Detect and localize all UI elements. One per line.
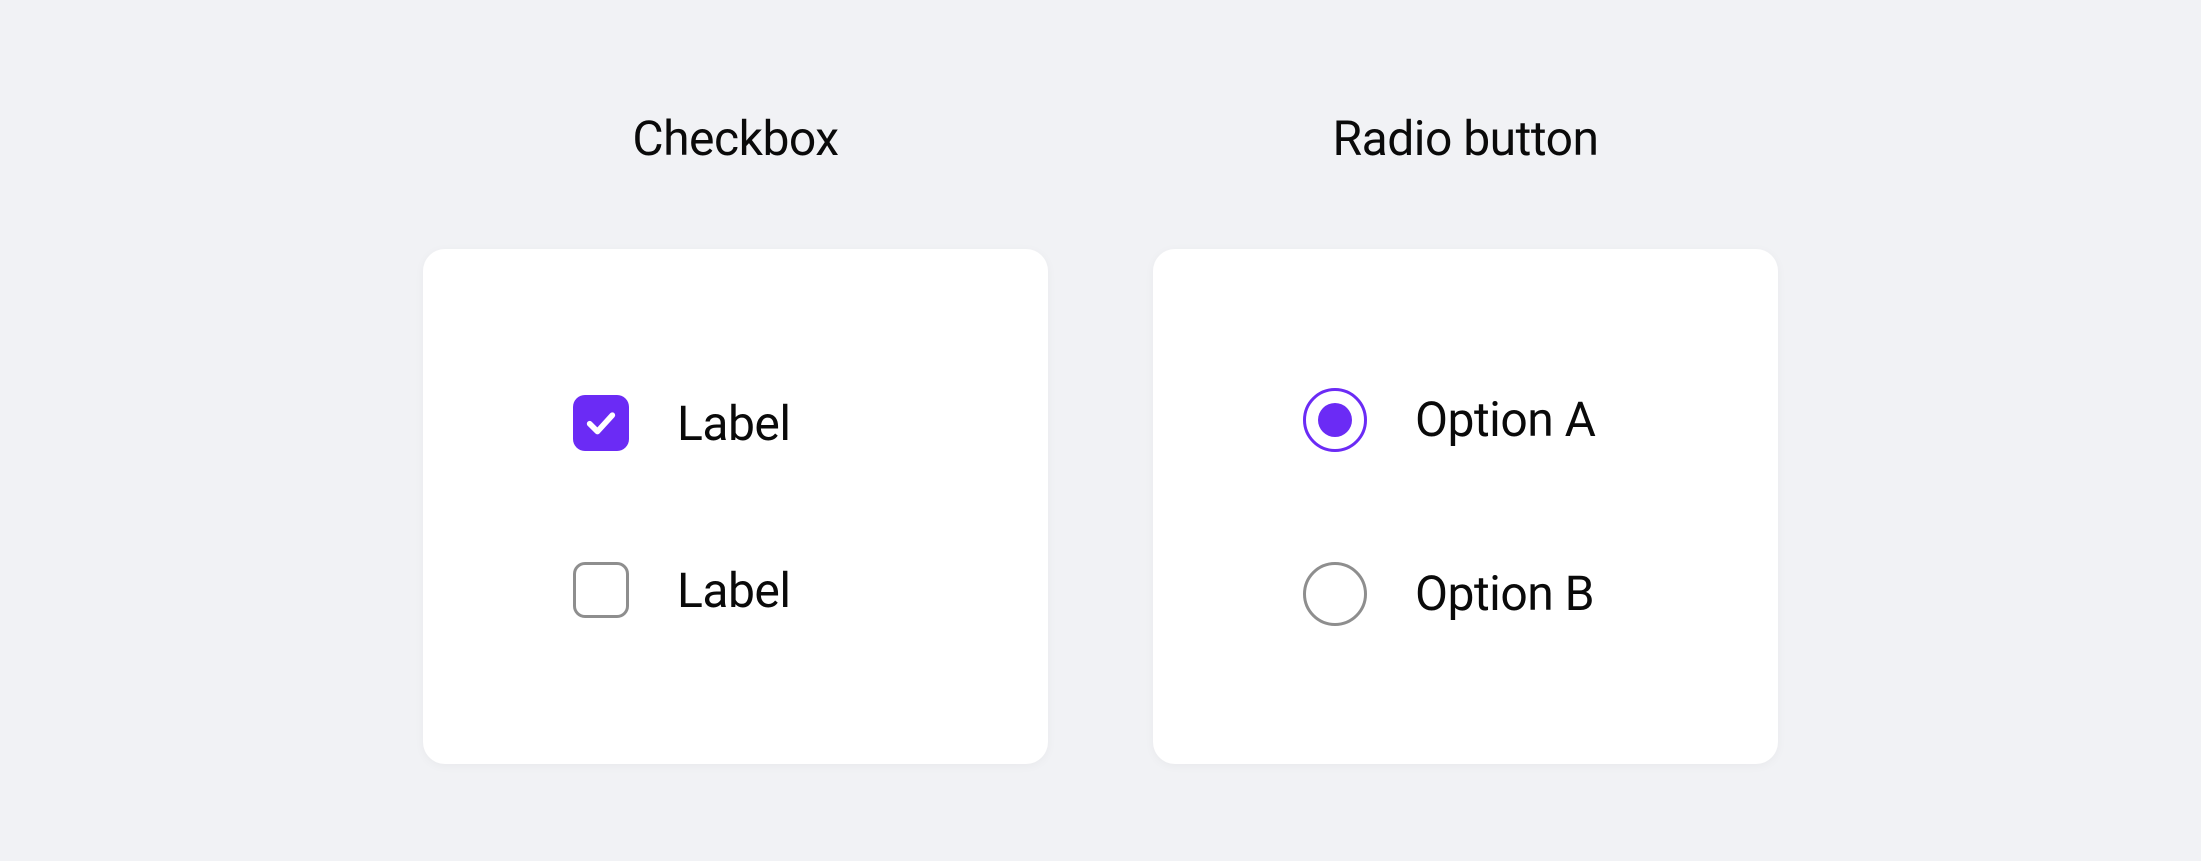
checkbox-input-checked[interactable] bbox=[573, 395, 629, 451]
radio-section: Radio button Option A Option B bbox=[1153, 110, 1778, 764]
checkbox-row-2[interactable]: Label bbox=[573, 562, 1048, 619]
checkbox-row-1[interactable]: Label bbox=[573, 395, 1048, 452]
radio-input-unselected[interactable] bbox=[1303, 562, 1367, 626]
ui-comparison-container: Checkbox Label Label Radio button bbox=[423, 110, 1778, 764]
checkbox-card: Label Label bbox=[423, 249, 1048, 764]
checkbox-input-unchecked[interactable] bbox=[573, 562, 629, 618]
radio-input-selected[interactable] bbox=[1303, 388, 1367, 452]
radio-dot-icon bbox=[1318, 403, 1352, 437]
radio-card: Option A Option B bbox=[1153, 249, 1778, 764]
radio-label-2: Option B bbox=[1415, 565, 1594, 622]
checkbox-section-title: Checkbox bbox=[632, 110, 838, 167]
check-icon bbox=[584, 406, 618, 440]
checkbox-label-1: Label bbox=[677, 395, 791, 452]
radio-section-title: Radio button bbox=[1333, 110, 1599, 167]
radio-row-2[interactable]: Option B bbox=[1303, 562, 1778, 626]
radio-row-1[interactable]: Option A bbox=[1303, 388, 1778, 452]
checkbox-section: Checkbox Label Label bbox=[423, 110, 1048, 764]
radio-label-1: Option A bbox=[1415, 391, 1595, 448]
checkbox-label-2: Label bbox=[677, 562, 791, 619]
